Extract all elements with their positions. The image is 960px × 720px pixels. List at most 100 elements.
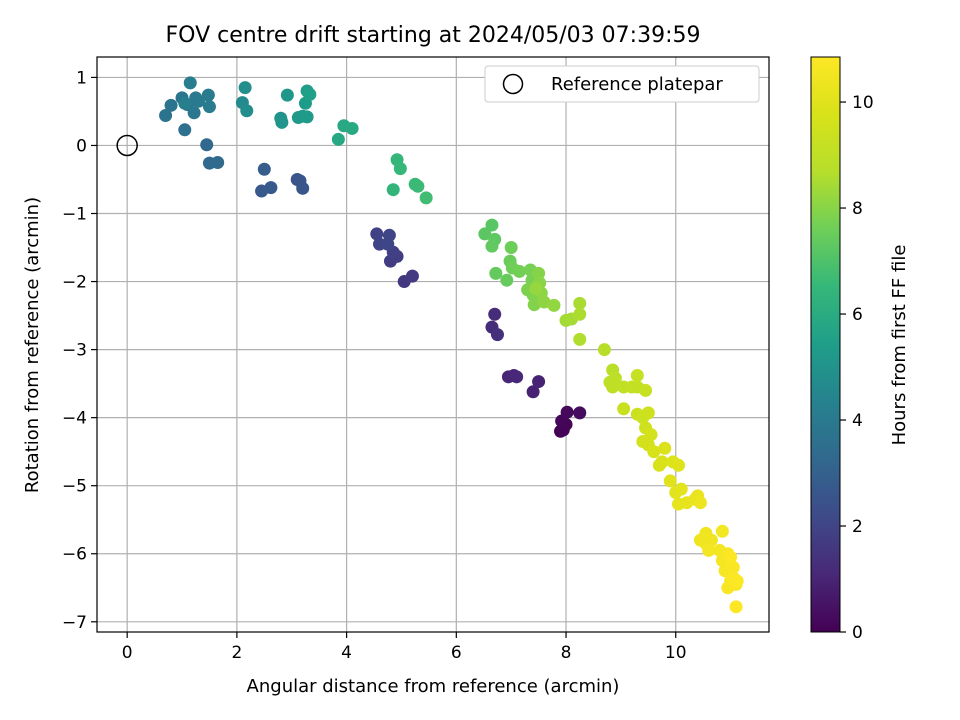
y-tick-label: −2 (62, 273, 87, 293)
data-point (238, 81, 252, 95)
grid-lines (97, 57, 769, 632)
data-point (200, 138, 214, 152)
data-point (240, 104, 254, 118)
colorbar-tick-label: 4 (852, 411, 863, 431)
data-point (671, 458, 685, 472)
data-point (183, 76, 197, 90)
legend: Reference platepar (484, 65, 760, 103)
data-point (211, 155, 225, 169)
data-point (164, 98, 178, 112)
y-tick-label: 1 (76, 68, 87, 88)
legend-entry: Reference platepar (551, 74, 723, 95)
x-tick-label: 0 (122, 643, 133, 663)
colorbar-tick-label: 2 (852, 517, 863, 537)
data-point (606, 380, 620, 394)
data-point (526, 385, 540, 399)
data-point (730, 574, 744, 588)
y-tick-label: −5 (62, 477, 87, 497)
data-point (658, 441, 672, 455)
data-point (201, 88, 215, 102)
data-point (202, 100, 216, 114)
data-point (547, 298, 561, 312)
data-point (715, 524, 729, 538)
colorbar: 0 2 4 6 8 10 Hours from first FF file (810, 56, 910, 643)
x-tick-label: 6 (451, 643, 462, 663)
y-tick-label: −3 (62, 341, 87, 361)
y-tick-label: −4 (62, 409, 87, 429)
data-point (693, 496, 707, 510)
data-point (597, 343, 611, 357)
data-point (573, 332, 587, 346)
data-point (191, 94, 205, 108)
data-point (532, 266, 546, 280)
x-tick-label: 2 (231, 643, 242, 663)
x-tick-label: 10 (665, 643, 687, 663)
data-point (663, 474, 677, 488)
data-points (159, 76, 744, 614)
data-point (674, 482, 688, 496)
colorbar-tick-label: 0 (852, 623, 863, 643)
legend-box (484, 65, 760, 103)
data-point (257, 162, 271, 176)
data-point (303, 87, 317, 101)
data-point (560, 405, 574, 419)
y-tick-label: 0 (76, 136, 87, 156)
data-point (726, 560, 740, 574)
data-point (641, 406, 655, 420)
data-point (296, 181, 310, 195)
data-point (639, 383, 653, 397)
plot-frame (96, 56, 770, 633)
data-point (345, 121, 359, 135)
x-axis-label: Angular distance from reference (arcmin) (247, 676, 620, 697)
data-point (630, 368, 644, 382)
data-point (381, 237, 395, 251)
data-point (647, 445, 661, 459)
data-point (159, 109, 173, 123)
data-point (644, 428, 658, 442)
legend-marker (502, 73, 524, 95)
data-point (264, 181, 278, 195)
y-axis-label: Rotation from reference (arcmin) (22, 197, 43, 493)
data-point (370, 227, 384, 241)
data-point (489, 266, 503, 280)
data-point (275, 115, 289, 129)
data-point (532, 375, 546, 389)
data-point (419, 191, 433, 205)
data-point (512, 264, 526, 278)
data-point (729, 600, 743, 614)
data-point (504, 241, 518, 255)
x-tick-label: 4 (341, 643, 352, 663)
data-point (573, 307, 587, 321)
data-point (478, 227, 492, 241)
data-point (411, 179, 425, 193)
data-point (655, 455, 669, 469)
colorbar-tick-label: 10 (852, 93, 874, 113)
data-point (485, 218, 499, 232)
colorbar-label: Hours from first FF file (889, 245, 910, 446)
data-point (573, 296, 587, 310)
data-point (573, 406, 587, 420)
data-point (280, 88, 294, 102)
data-point (386, 183, 400, 197)
data-point (178, 123, 192, 137)
data-point (490, 328, 504, 342)
data-point (617, 402, 631, 416)
data-point (704, 533, 718, 547)
y-tick-label: −6 (62, 545, 87, 565)
data-point (178, 96, 192, 110)
colorbar-ticks: 0 2 4 6 8 10 (840, 93, 874, 643)
data-point (331, 132, 345, 146)
y-axis-ticks: 1 0 −1 −2 −3 −4 −5 −6 −7 (62, 68, 97, 633)
data-point (500, 273, 514, 287)
data-point (527, 298, 541, 312)
reference-marker (116, 134, 138, 157)
data-point (702, 543, 716, 557)
colorbar-tick-label: 8 (852, 199, 863, 219)
colorbar-gradient (810, 56, 841, 633)
data-point (300, 110, 314, 124)
x-tick-label: 8 (561, 643, 572, 663)
data-point (529, 281, 543, 295)
data-point (393, 162, 407, 176)
reference-point (116, 134, 138, 157)
